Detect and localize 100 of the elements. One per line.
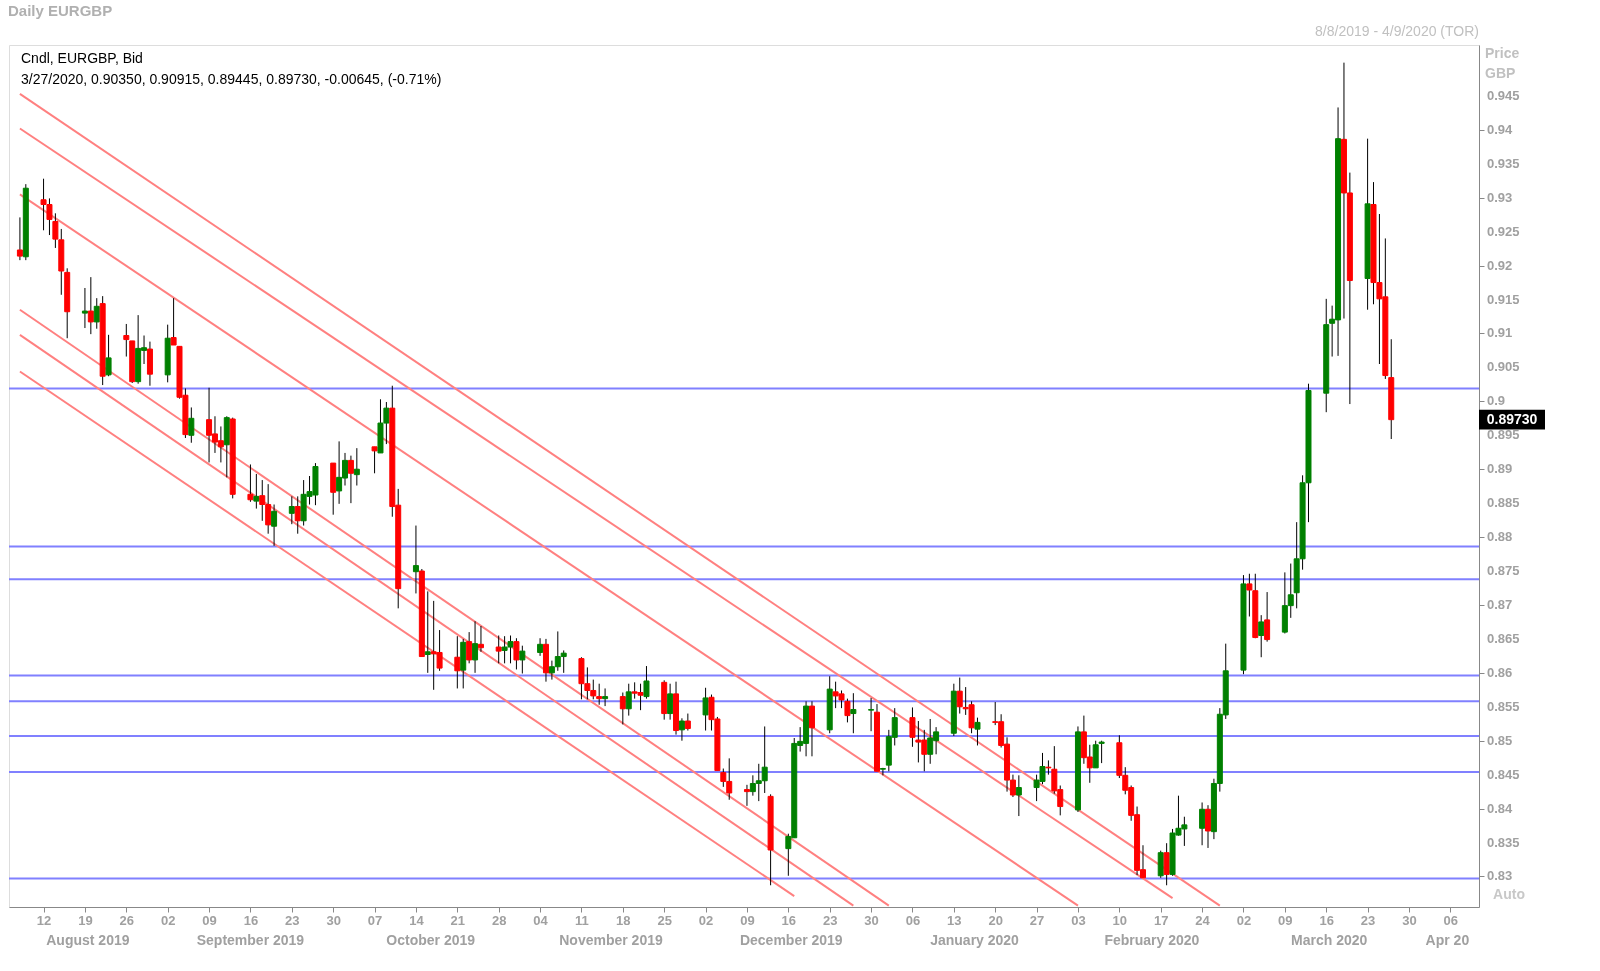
candlestick: [537, 637, 544, 657]
candlestick: [371, 446, 378, 474]
candlestick: [602, 687, 609, 707]
y-tick-label: 0.875: [1487, 563, 1520, 579]
y-tick-label: 0.865: [1487, 630, 1520, 646]
x-tick-label: 17: [1153, 912, 1169, 928]
x-tick-label: 10: [1112, 912, 1128, 928]
x-tick-label: 09: [202, 912, 217, 928]
x-tick-label: 12: [36, 912, 52, 928]
candlestick: [424, 590, 431, 674]
y-tick-label: 0.905: [1487, 359, 1520, 375]
y-tick-label: 0.915: [1487, 291, 1520, 307]
x-tick-label: 21: [450, 912, 466, 928]
candlestick: [743, 784, 750, 807]
y-tick-label: 0.85: [1487, 732, 1513, 748]
candlestick: [247, 463, 254, 503]
x-tick-label: 06: [1443, 912, 1459, 928]
candlestick: [667, 683, 674, 721]
x-tick-label: 02: [1236, 912, 1252, 928]
text: March 2020: [1291, 932, 1368, 948]
text: 0.89730: [1486, 410, 1538, 427]
candlestick: [619, 692, 626, 725]
text: January 2020: [930, 932, 1020, 948]
x-tick-label: 09: [740, 912, 755, 928]
x-tick-label: 23: [285, 912, 300, 928]
candlestick: [105, 334, 112, 377]
candlestick: [1015, 774, 1022, 817]
x-tick-label: 30: [1402, 912, 1417, 928]
candlestick: [868, 697, 875, 732]
y-tick-label: 0.86: [1487, 664, 1513, 680]
y-tick-label: 0.935: [1487, 155, 1520, 171]
y-tick-label: 0.835: [1487, 834, 1520, 850]
x-tick-label: 13: [947, 912, 962, 928]
candlestick: [271, 504, 278, 547]
candlestick: [1258, 614, 1265, 658]
candlestick: [87, 276, 94, 335]
y-tick-label: 0.91: [1487, 325, 1513, 341]
x-tick-label: 16: [1319, 912, 1334, 928]
x-tick-label: 28: [491, 912, 507, 928]
text: August 2019: [46, 932, 130, 948]
y-tick-label: 0.87: [1487, 596, 1513, 612]
x-tick-label: 07: [367, 912, 383, 928]
y-tick-label: 0.94: [1487, 121, 1514, 137]
x-tick-label: 14: [409, 912, 425, 928]
x-tick-label: 03: [1071, 912, 1086, 928]
y-tick-label: 0.895: [1487, 427, 1520, 443]
y-tick-label: 0.945: [1487, 87, 1520, 103]
y-tick-label: 0.84: [1487, 800, 1514, 816]
text: September 2019: [196, 932, 305, 948]
y-tick-label: 0.83: [1487, 868, 1513, 884]
candlestick: [495, 635, 502, 664]
annotation: 3/27/2020, 0.90350, 0.90915, 0.89445, 0.89730, -0.00645, (-0.71%): [21, 71, 442, 87]
candlestick: [477, 625, 484, 653]
candlestick: [1199, 801, 1206, 846]
candlestick: [353, 447, 360, 486]
x-tick-label: 16: [243, 912, 259, 928]
candlestick: [188, 406, 195, 444]
candlestick: [253, 473, 260, 510]
y-tick-label: 0.88: [1487, 529, 1513, 545]
candlestick: [1163, 842, 1170, 886]
x-tick-label: 06: [905, 912, 921, 928]
x-tick-label: 25: [657, 912, 672, 928]
y-tick-label: 0.885: [1487, 495, 1520, 511]
x-tick-label: 02: [698, 912, 714, 928]
y-tick-label: 0.92: [1487, 257, 1513, 273]
candlestick: [1264, 591, 1271, 643]
y-tick-label: 0.855: [1487, 698, 1520, 714]
x-tick-label: 30: [326, 912, 341, 928]
text: October 2019: [386, 932, 476, 948]
x-tick-label: 24: [1195, 912, 1211, 928]
chart-title: Daily EURGBP: [8, 2, 113, 19]
candlestick: [956, 677, 963, 715]
x-tick-label: 20: [988, 912, 1003, 928]
x-tick-label: 16: [781, 912, 797, 928]
x-tick-label: 18: [616, 912, 631, 928]
candlestick: [81, 287, 88, 329]
x-tick-label: 23: [822, 912, 838, 928]
x-tick-label: 23: [1360, 912, 1376, 928]
candlestick: [454, 635, 461, 689]
x-tick-label: 19: [78, 912, 93, 928]
y-tick-label: 0.9: [1487, 393, 1506, 409]
text: November 2019: [559, 932, 663, 948]
text: Apr 20: [1425, 932, 1470, 948]
candlestick: [513, 637, 520, 670]
x-tick-label: 27: [1029, 912, 1045, 928]
candlestick: [974, 717, 981, 746]
y-tick-label: 0.925: [1487, 223, 1520, 239]
candlestick: [472, 620, 479, 674]
x-tick-label: 09: [1278, 912, 1293, 928]
candlestick: [879, 767, 886, 776]
candlestick: [123, 323, 130, 358]
x-tick-label: 26: [119, 912, 135, 928]
candlestick: [16, 216, 23, 261]
y-tick-label: 0.93: [1487, 189, 1513, 205]
chart-subtitle: 8/8/2019 - 4/9/2020 (TOR): [1315, 23, 1479, 39]
x-tick-label: 02: [160, 912, 176, 928]
candlestick: [412, 525, 419, 594]
candlestick: [625, 683, 632, 717]
candlestick: [643, 665, 650, 700]
candlestick: [678, 717, 685, 742]
